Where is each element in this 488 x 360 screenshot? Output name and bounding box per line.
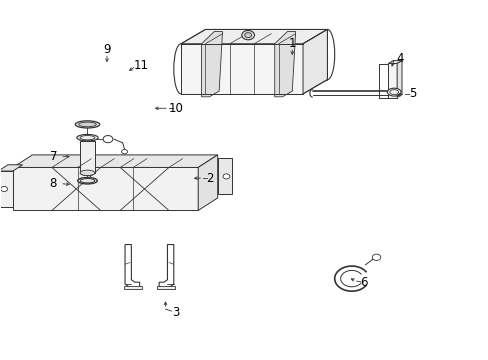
- Text: 4: 4: [396, 51, 404, 64]
- Ellipse shape: [80, 179, 95, 183]
- Polygon shape: [396, 60, 401, 98]
- Circle shape: [371, 254, 380, 260]
- Circle shape: [0, 186, 7, 192]
- Polygon shape: [387, 63, 396, 98]
- Text: 7: 7: [49, 150, 57, 163]
- Text: 5: 5: [408, 87, 416, 100]
- Ellipse shape: [77, 134, 98, 141]
- Ellipse shape: [389, 90, 398, 95]
- Polygon shape: [157, 286, 175, 289]
- Polygon shape: [181, 44, 303, 94]
- Polygon shape: [181, 30, 327, 44]
- Ellipse shape: [79, 122, 96, 127]
- Polygon shape: [123, 286, 142, 289]
- Text: 3: 3: [172, 306, 180, 319]
- Text: 2: 2: [206, 172, 214, 185]
- Polygon shape: [198, 155, 217, 211]
- Polygon shape: [13, 167, 198, 211]
- Circle shape: [122, 149, 127, 154]
- Text: 11: 11: [133, 59, 148, 72]
- Circle shape: [242, 31, 254, 40]
- Text: 9: 9: [103, 42, 110, 55]
- Polygon shape: [217, 158, 232, 194]
- Circle shape: [244, 33, 251, 38]
- Polygon shape: [0, 171, 13, 207]
- Text: 10: 10: [168, 102, 183, 115]
- Polygon shape: [274, 32, 295, 97]
- Ellipse shape: [80, 170, 95, 176]
- Polygon shape: [0, 165, 22, 171]
- Ellipse shape: [80, 135, 95, 140]
- Text: 6: 6: [360, 276, 367, 289]
- Polygon shape: [387, 60, 401, 63]
- Polygon shape: [13, 155, 217, 167]
- Polygon shape: [80, 140, 95, 173]
- Circle shape: [223, 174, 229, 179]
- Ellipse shape: [75, 121, 100, 128]
- Polygon shape: [303, 30, 327, 94]
- Text: 8: 8: [50, 177, 57, 190]
- Circle shape: [103, 135, 113, 143]
- Ellipse shape: [386, 88, 400, 96]
- Ellipse shape: [78, 177, 97, 184]
- Text: 1: 1: [288, 37, 295, 50]
- Polygon shape: [201, 32, 222, 97]
